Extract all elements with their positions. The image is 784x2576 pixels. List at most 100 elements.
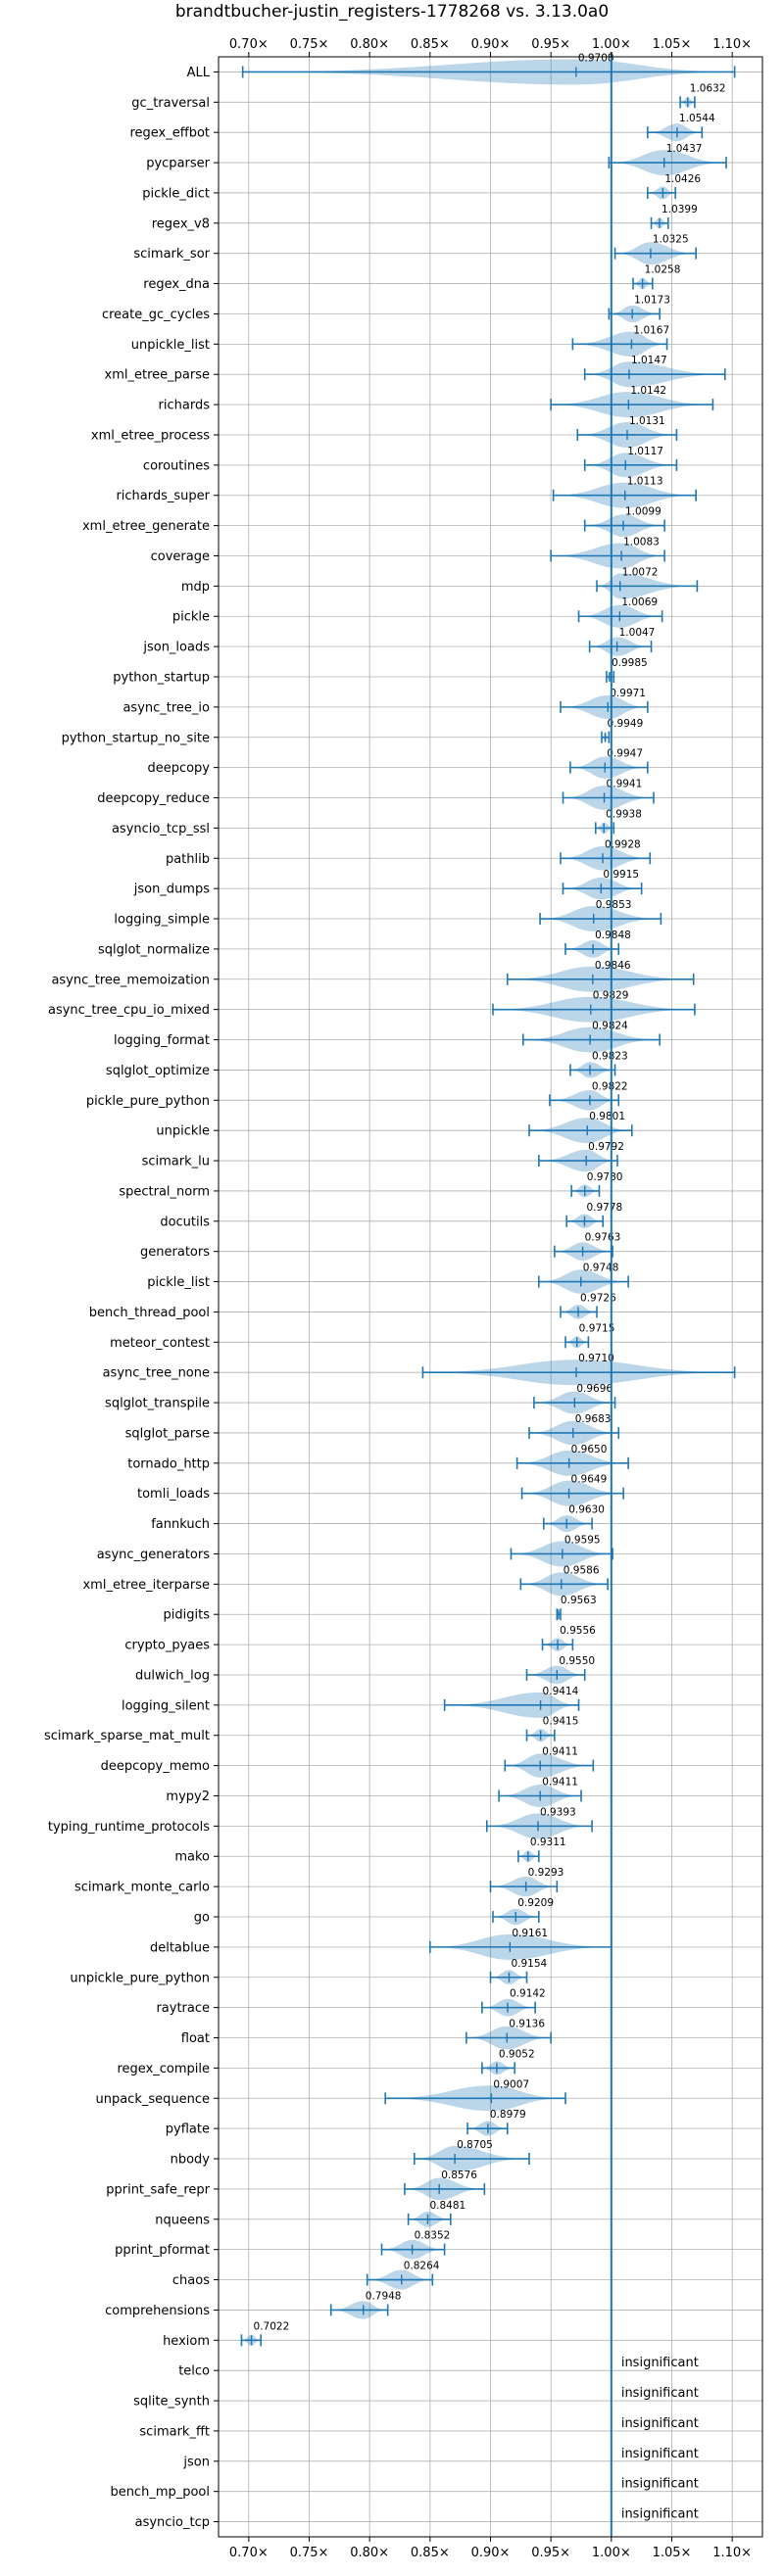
benchmark-label: dulwich_log bbox=[135, 1668, 210, 1683]
value-label: 0.8481 bbox=[429, 2200, 466, 2212]
value-label: 0.9985 bbox=[612, 657, 648, 669]
benchmark-label: pprint_safe_repr bbox=[106, 2182, 210, 2197]
value-label: 1.0147 bbox=[631, 355, 667, 366]
benchmark-label: python_startup bbox=[113, 671, 210, 686]
insignificant-label: insignificant bbox=[621, 2447, 699, 2461]
value-label: 0.9411 bbox=[542, 1776, 578, 1788]
benchmark-label: hexiom bbox=[163, 2334, 210, 2349]
insignificant-label: insignificant bbox=[621, 2477, 699, 2492]
value-label: 1.0426 bbox=[664, 173, 701, 185]
benchmark-label: scimark_sparse_mat_mult bbox=[44, 1729, 210, 1743]
value-label: 0.8576 bbox=[441, 2170, 477, 2181]
value-label: 0.9414 bbox=[543, 1686, 579, 1697]
x-tick-label-bottom: 0.85× bbox=[411, 2546, 450, 2560]
benchmark-label: pickle bbox=[172, 610, 210, 625]
x-tick-label-bottom: 1.00× bbox=[592, 2546, 631, 2560]
x-tick-label-bottom: 0.75× bbox=[290, 2546, 329, 2560]
benchmark-label: sqlite_synth bbox=[133, 2395, 210, 2409]
value-label: 0.8352 bbox=[415, 2230, 451, 2242]
benchmark-label: typing_runtime_protocols bbox=[48, 1820, 210, 1835]
value-label: 0.9848 bbox=[595, 930, 631, 941]
x-tick-label-top: 1.10× bbox=[712, 37, 752, 52]
benchmark-label: json bbox=[182, 2455, 210, 2469]
value-label: 0.9971 bbox=[610, 688, 646, 699]
value-label: 1.0131 bbox=[629, 415, 665, 427]
value-label: 0.9853 bbox=[596, 899, 632, 911]
value-label: 1.0325 bbox=[653, 234, 689, 246]
value-label: 0.9780 bbox=[587, 1171, 623, 1183]
x-tick-label-bottom: 1.05× bbox=[653, 2546, 692, 2560]
benchmark-label: coroutines bbox=[143, 458, 210, 473]
benchmark-label: pycparser bbox=[146, 157, 210, 171]
value-label: 1.0117 bbox=[627, 446, 663, 457]
value-label: 0.9556 bbox=[560, 1625, 596, 1637]
value-label: 0.9792 bbox=[588, 1141, 624, 1153]
benchmark-label: pickle_dict bbox=[142, 186, 210, 201]
value-label: 1.0113 bbox=[627, 476, 663, 488]
benchmark-label: regex_compile bbox=[117, 2062, 210, 2076]
value-label: 0.9154 bbox=[511, 1958, 547, 1970]
value-label: 0.9947 bbox=[607, 748, 643, 760]
x-tick-label-top: 0.70× bbox=[229, 37, 269, 52]
benchmark-label: asyncio_tcp_ssl bbox=[112, 822, 210, 836]
value-label: 0.9161 bbox=[512, 1928, 548, 1939]
value-label: 0.9550 bbox=[559, 1655, 595, 1667]
benchmark-label: pidigits bbox=[164, 1608, 211, 1623]
benchmark-label: async_tree_io bbox=[122, 700, 210, 715]
benchmark-label: ALL bbox=[187, 66, 211, 80]
value-label: 1.0083 bbox=[623, 536, 660, 548]
benchmark-label: async_tree_cpu_io_mixed bbox=[48, 1003, 210, 1018]
value-label: 1.0099 bbox=[625, 506, 662, 518]
value-label: 1.0437 bbox=[666, 143, 703, 155]
x-tick-label-bottom: 0.90× bbox=[471, 2546, 511, 2560]
value-label: 0.9630 bbox=[568, 1504, 605, 1516]
value-label: 0.9209 bbox=[517, 1897, 554, 1909]
value-label: 1.0632 bbox=[690, 82, 726, 94]
benchmark-label: sqlglot_transpile bbox=[105, 1397, 210, 1411]
benchmark-label: json_dumps bbox=[133, 883, 210, 897]
value-label: 0.9915 bbox=[603, 869, 639, 881]
value-label: 1.0142 bbox=[630, 385, 666, 397]
benchmark-label: bench_mp_pool bbox=[110, 2485, 210, 2500]
value-label: 0.9007 bbox=[493, 2078, 529, 2090]
benchmark-label: go bbox=[194, 1911, 210, 1926]
benchmark-label: nqueens bbox=[155, 2213, 210, 2227]
value-label: 0.9393 bbox=[540, 1806, 576, 1818]
value-label: 0.9949 bbox=[608, 718, 644, 730]
value-label: 0.9748 bbox=[583, 1263, 619, 1274]
value-label: 0.9411 bbox=[542, 1746, 578, 1758]
benchmark-label: async_generators bbox=[97, 1548, 211, 1562]
value-label: 1.0544 bbox=[679, 113, 715, 124]
value-label: 0.9823 bbox=[592, 1050, 628, 1062]
benchmark-label: asyncio_tcp bbox=[135, 2515, 210, 2530]
insignificant-label: insignificant bbox=[621, 2416, 699, 2431]
chart-title: brandtbucher-justin_registers-1778268 vs… bbox=[175, 2, 609, 22]
x-tick-label-bottom: 0.70× bbox=[229, 2546, 269, 2560]
value-label: 0.9824 bbox=[592, 1021, 628, 1032]
x-tick-label-top: 0.75× bbox=[290, 37, 329, 52]
benchmark-label: gc_traversal bbox=[131, 96, 210, 111]
benchmark-label: json_loads bbox=[142, 641, 210, 655]
benchmark-label: sqlglot_normalize bbox=[98, 942, 210, 957]
benchmark-label: chaos bbox=[172, 2273, 210, 2288]
grid-layer bbox=[219, 57, 762, 2537]
value-label: 0.9928 bbox=[605, 838, 641, 850]
value-label: 0.9941 bbox=[607, 779, 643, 790]
value-label: 0.9142 bbox=[510, 1988, 546, 2000]
benchmark-label: xml_etree_process bbox=[91, 428, 210, 443]
benchmark-label: xml_etree_generate bbox=[82, 519, 210, 534]
benchmark-label: docutils bbox=[160, 1215, 210, 1229]
benchmark-label: nbody bbox=[171, 2153, 211, 2168]
value-label: 0.9649 bbox=[571, 1474, 608, 1486]
benchmark-label: regex_v8 bbox=[152, 216, 210, 231]
benchmark-label: unpack_sequence bbox=[95, 2092, 210, 2107]
benchmark-label: pyflate bbox=[166, 2123, 210, 2137]
benchmark-label: mdp bbox=[181, 580, 210, 595]
benchmark-label: regex_dna bbox=[143, 277, 210, 292]
benchmark-label: deltablue bbox=[150, 1940, 210, 1955]
value-label: 0.9778 bbox=[586, 1202, 622, 1214]
benchmark-label: telco bbox=[178, 2364, 210, 2379]
x-tick-label-top: 1.00× bbox=[592, 37, 631, 52]
benchmark-label: pathlib bbox=[166, 852, 210, 867]
